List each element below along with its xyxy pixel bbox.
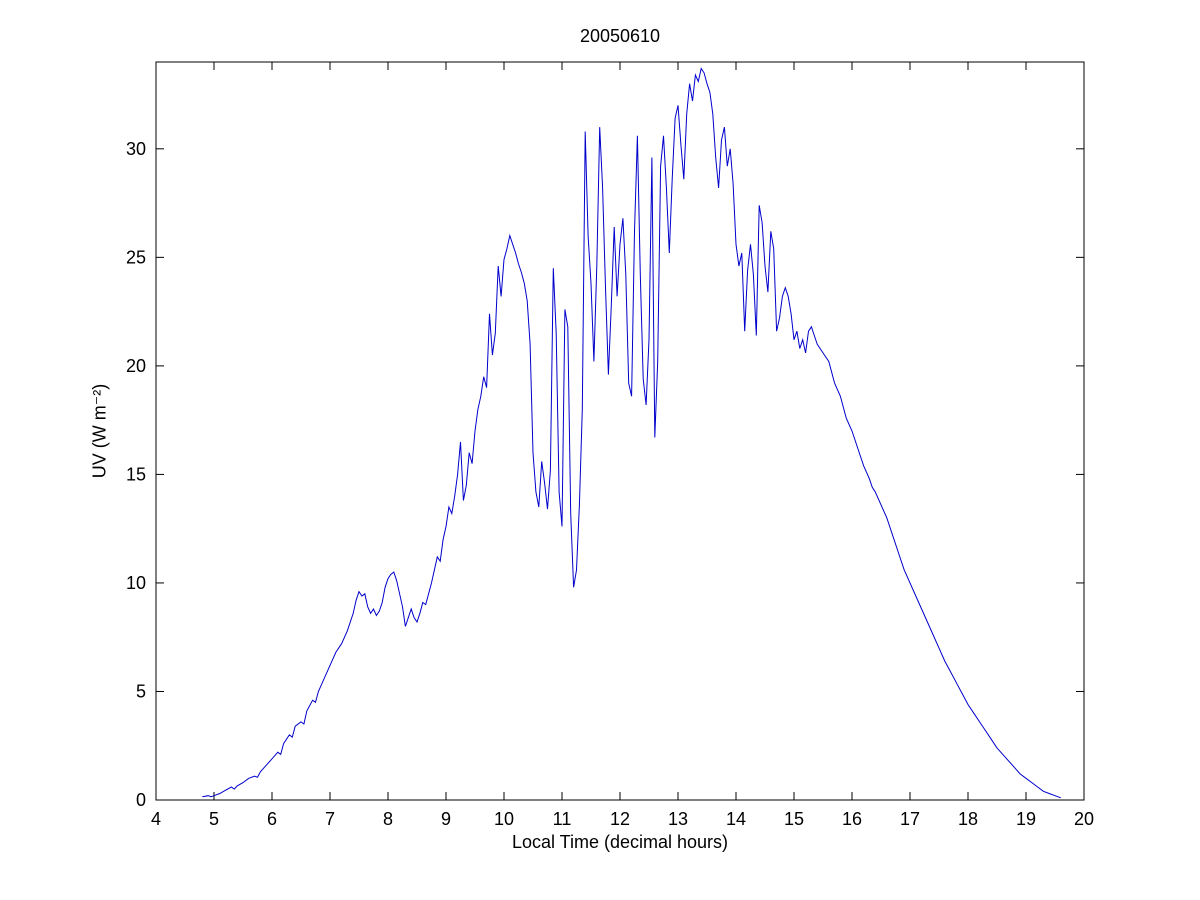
x-axis-label: Local Time (decimal hours) [511,832,729,852]
x-tick-label: 8 [383,809,393,829]
y-tick-label: 15 [126,464,146,484]
x-tick-label: 13 [668,809,688,829]
x-tick-label: 14 [726,809,746,829]
x-tick-label: 11 [553,809,572,829]
x-tick-label: 6 [267,809,277,829]
x-tick-label: 12 [610,809,630,829]
x-tick-label: 4 [151,809,161,829]
x-tick-label: 5 [209,809,219,829]
x-tick-label: 16 [842,809,862,829]
y-tick-label: 5 [136,681,146,701]
y-tick-label: 30 [126,139,146,159]
x-tick-label: 10 [494,809,514,829]
y-tick-label: 20 [126,356,146,376]
axes-box [155,61,1085,801]
x-tick-label: 18 [958,809,978,829]
x-tick-label: 15 [784,809,804,829]
x-tick-label: 19 [1016,809,1036,829]
x-tick-label: 7 [325,809,335,829]
x-tick-label: 17 [900,809,920,829]
x-tick-label: 20 [1074,809,1094,829]
uv-series-line [202,67,1061,799]
x-tick-label: 9 [441,809,451,829]
y-tick-label: 10 [126,573,146,593]
y-tick-label: 25 [126,247,146,267]
chart-title: 20050610 [579,26,661,46]
y-tick-label: 0 [136,790,146,810]
